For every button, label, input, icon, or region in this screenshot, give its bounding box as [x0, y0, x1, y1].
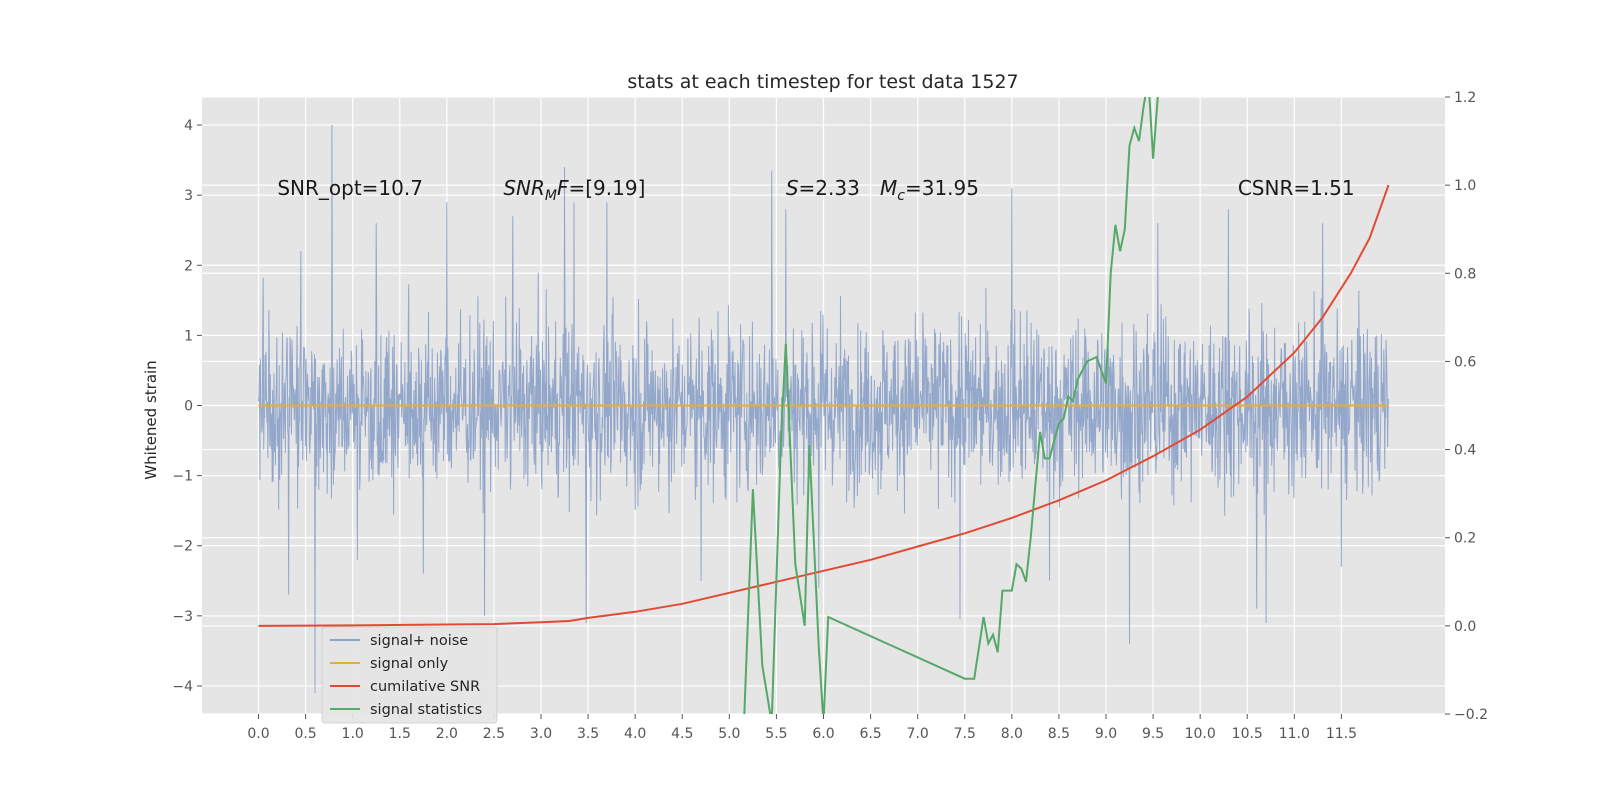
y-tick-label: −3 [172, 609, 193, 625]
legend-label: signal+ noise [370, 633, 468, 649]
x-tick-label: 10.5 [1232, 726, 1263, 742]
annotation-mc: Mc=31.95 [880, 176, 979, 204]
x-tick-label: 8.5 [1048, 726, 1070, 742]
x-tick-label: 6.5 [859, 726, 881, 742]
x-tick-label: 7.5 [954, 726, 976, 742]
x-tick-label: 8.0 [1001, 726, 1023, 742]
x-tick-label: 1.0 [342, 726, 364, 742]
x-tick-label: 5.0 [718, 726, 740, 742]
y2-tick-label: 1.0 [1454, 178, 1476, 194]
y2-tick-label: 0.8 [1454, 266, 1476, 282]
legend-box [321, 626, 498, 724]
x-tick-label: 10.0 [1185, 726, 1216, 742]
y2-tick-label: 0.0 [1454, 619, 1476, 635]
x-tick-label: 11.0 [1279, 726, 1310, 742]
y2-tick-label: 1.2 [1454, 90, 1476, 106]
y2-tick-label: −0.2 [1454, 707, 1488, 723]
annotation-snr-mf: SNRMF=[9.19] [503, 176, 645, 204]
y-tick-label: −2 [172, 539, 193, 555]
cumulative-snr-line [258, 184, 1390, 627]
x-tick-label: 2.0 [436, 726, 458, 742]
annotation-csnr: CSNR=1.51 [1238, 176, 1355, 200]
x-tick-label: 9.0 [1095, 726, 1117, 742]
y-tick-label: 4 [184, 118, 193, 134]
x-tick-label: 0.0 [247, 726, 269, 742]
x-tick-label: 4.0 [624, 726, 646, 742]
y2-axis-ticks: −0.2 0.0 0.2 0.4 0.6 0.8 1.0 1.2 [1445, 90, 1488, 723]
signal-statistics-series [743, 97, 1159, 714]
signal-noise-series [258, 124, 1389, 694]
cumulative-snr-series [258, 184, 1390, 627]
x-tick-label: 6.0 [812, 726, 834, 742]
signal-statistics-line [743, 97, 1159, 714]
y2-tick-label: 0.4 [1454, 443, 1476, 459]
x-axis-ticks: 0.0 0.5 1.0 1.5 2.0 2.5 3.0 3.5 4.0 4.5 5.0 5.5 6.0 6… [247, 714, 1357, 742]
x-tick-label: 3.5 [577, 726, 599, 742]
x-tick-label: 9.5 [1142, 726, 1164, 742]
annotation-s-stat: S=2.33 [786, 176, 860, 200]
y-tick-label: 1 [184, 328, 193, 344]
x-tick-label: 0.5 [294, 726, 316, 742]
y-tick-label: −1 [172, 469, 193, 485]
signal-noise-line [258, 124, 1389, 694]
legend-label: signal statistics [370, 702, 482, 718]
y2-tick-label: 0.6 [1454, 354, 1476, 370]
x-tick-label: 7.0 [907, 726, 929, 742]
y-tick-label: −4 [172, 679, 193, 695]
y-axis-label: Whitened strain [142, 360, 160, 479]
x-tick-label: 2.5 [483, 726, 505, 742]
legend-label: signal only [370, 656, 449, 672]
y2-tick-label: 0.2 [1454, 531, 1476, 547]
y-tick-label: 0 [184, 399, 193, 415]
x-tick-label: 11.5 [1326, 726, 1357, 742]
y-tick-label: 3 [184, 188, 193, 204]
annotations: SNR_opt=10.7 SNRMF=[9.19] S=2.33 Mc=31.95 CS… [277, 176, 1354, 204]
plot-area [258, 97, 1390, 714]
x-tick-label: 3.0 [530, 726, 552, 742]
chart-title: stats at each timestep for test data 152… [627, 71, 1018, 93]
legend: signal+ noise signal only cumilative SNR si… [321, 626, 498, 724]
y-axis-ticks: −4 −3 −2 −1 0 1 2 3 4 [172, 118, 202, 695]
legend-label: cumilative SNR [370, 679, 480, 695]
x-tick-label: 1.5 [389, 726, 411, 742]
x-tick-label: 4.5 [671, 726, 693, 742]
y-tick-label: 2 [184, 258, 193, 274]
annotation-snr-opt: SNR_opt=10.7 [277, 176, 423, 200]
x-tick-label: 5.5 [765, 726, 787, 742]
